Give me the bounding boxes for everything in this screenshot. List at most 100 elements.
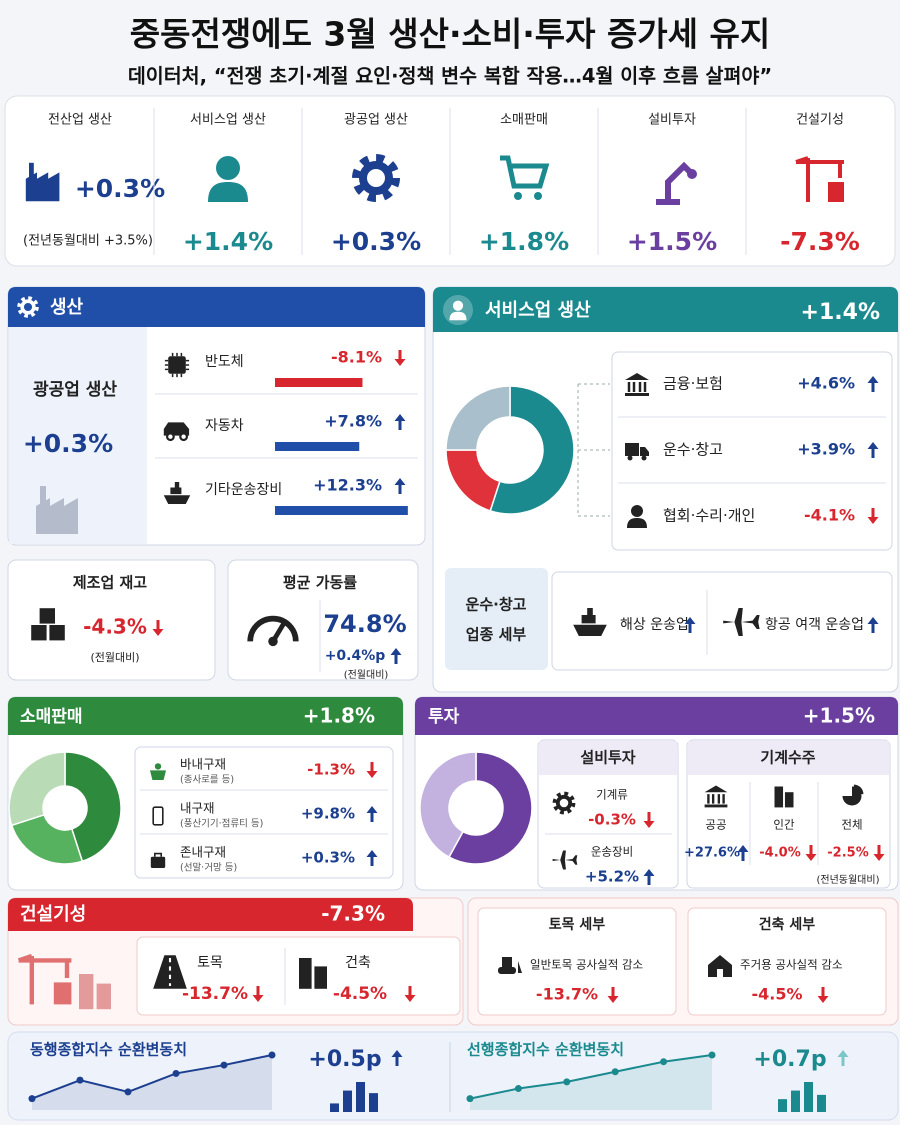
label: +0.3% — [23, 429, 113, 458]
icon-part — [25, 172, 60, 202]
label: 존내구재 — [180, 845, 226, 860]
value: +3.9% — [797, 440, 855, 459]
value: -1.3% — [307, 761, 355, 779]
icon-part — [299, 958, 312, 989]
icon-part — [359, 161, 393, 195]
icon-part — [625, 373, 649, 396]
panel — [227, 559, 419, 681]
label: 공공 — [705, 818, 726, 832]
icon-bank — [704, 785, 728, 808]
index-area — [32, 1055, 272, 1110]
icon-part — [717, 969, 723, 977]
index-point — [268, 1051, 276, 1059]
value: -4.3% — [83, 615, 147, 639]
icon-part — [208, 182, 248, 202]
title: 중동전쟁에도 3월 생산·소비·투자 증가세 유지 — [130, 15, 770, 54]
index-bar — [356, 1082, 365, 1112]
icon-truck — [625, 443, 649, 461]
icon-building — [79, 974, 111, 1010]
arrow-icon — [643, 812, 655, 828]
index-point — [172, 1069, 180, 1077]
index-bar — [330, 1103, 339, 1112]
panel — [7, 559, 216, 681]
icon-basket — [150, 763, 166, 780]
label: 바내구재 — [180, 757, 226, 772]
icon-chip — [164, 352, 190, 378]
icon-part — [687, 169, 697, 179]
arrow-icon — [737, 845, 749, 861]
label: +1.5% — [627, 227, 717, 256]
arrow-icon — [867, 376, 879, 392]
icon-part — [707, 794, 725, 804]
icon-part — [514, 192, 522, 200]
label: 전체 — [841, 818, 862, 832]
icon-part — [641, 455, 647, 461]
sub-label: (종사로를 등) — [180, 775, 234, 786]
bar — [275, 506, 408, 515]
index-area — [470, 1055, 712, 1110]
donut-segment — [64, 751, 122, 863]
value: +5.2% — [585, 868, 639, 886]
label: 건축 세부 — [759, 916, 816, 933]
label: 소매판매 — [500, 113, 548, 128]
label: +1.4% — [183, 227, 273, 256]
icon-part — [627, 382, 647, 392]
value: -4.0% — [759, 846, 800, 861]
panel-header — [433, 287, 898, 332]
panel — [7, 1031, 899, 1121]
icon-part — [640, 447, 649, 456]
icon-part — [784, 792, 794, 808]
label: +1.8% — [303, 704, 375, 728]
label: 광공업 생산 — [33, 380, 117, 400]
label: (전월대비) — [344, 669, 389, 681]
index-bar — [817, 1094, 826, 1112]
label: 운송장비 — [591, 845, 633, 859]
value: -13.7% — [536, 985, 598, 1004]
label: 협회·수리·개인 — [663, 507, 755, 525]
panel — [134, 746, 394, 879]
sub-label: (선말·거망 등) — [180, 862, 237, 874]
icon-robot — [656, 161, 697, 205]
icon-gauge — [247, 615, 299, 647]
value: -4.5% — [333, 984, 387, 1004]
panel-header — [8, 898, 413, 931]
panel — [687, 907, 887, 1016]
icon-part — [179, 432, 189, 442]
sub-label: (풍산기기·점류티 등) — [180, 818, 263, 830]
icon-part — [96, 983, 111, 1010]
arrow-icon — [404, 986, 416, 1002]
label: 제조업 재고 — [73, 574, 147, 592]
icon-part — [17, 953, 72, 1005]
icon-part — [29, 162, 34, 179]
label: 건축 — [345, 955, 371, 971]
label: -7.3% — [321, 902, 385, 926]
panel — [551, 571, 893, 671]
label: 서비스업 생산 — [485, 300, 591, 321]
arrow-icon — [867, 442, 879, 458]
label: +1.4% — [801, 300, 880, 325]
note: (전년동월대비) — [816, 874, 879, 886]
label: 내구재 — [180, 801, 215, 816]
icon-part — [31, 625, 47, 641]
index-point — [708, 1051, 716, 1059]
icon-person — [449, 300, 467, 321]
icon-gear — [17, 296, 39, 318]
arrow-icon — [394, 478, 406, 494]
label: +0.3% — [75, 174, 165, 203]
value: +9.8% — [301, 805, 355, 823]
donut-segment — [448, 751, 533, 865]
icon-part — [500, 155, 550, 189]
label: +0.5p — [308, 1047, 381, 1072]
label: 생산 — [50, 297, 84, 318]
panel — [477, 907, 677, 1016]
index-point — [28, 1095, 36, 1103]
label: 설비투자 — [648, 113, 696, 128]
label: 동행종합지수 순환변동치 — [30, 1041, 187, 1059]
arrow-icon — [394, 414, 406, 430]
icon-part — [150, 856, 166, 868]
label: 항공 여객 운송업 — [765, 617, 864, 633]
bar — [275, 378, 363, 387]
donut-segment — [10, 813, 84, 865]
icon-crane — [17, 953, 72, 1005]
index-point — [466, 1095, 474, 1103]
